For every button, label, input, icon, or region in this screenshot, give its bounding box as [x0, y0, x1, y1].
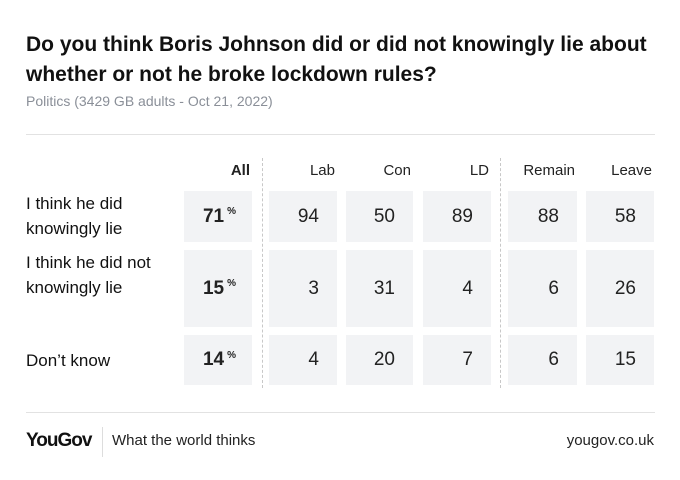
cell-value: 20 — [373, 349, 395, 370]
table-cell: 89 — [423, 191, 491, 242]
table-cell: 50 — [346, 191, 413, 242]
table-cell: 4 — [269, 335, 337, 385]
table-cell: 31 — [346, 250, 413, 327]
website-link[interactable]: yougov.co.uk — [566, 432, 654, 449]
column-header: Remain — [523, 162, 575, 179]
table-cell: 7 — [423, 335, 491, 385]
footer-separator — [102, 427, 103, 457]
column-header: Leave — [611, 162, 652, 179]
cell-value: 88 — [537, 205, 559, 227]
cell-value: 6 — [548, 349, 559, 370]
cell-value: 15 — [614, 349, 636, 370]
cell-value: 14 — [202, 349, 225, 370]
table-cell: 15% — [184, 250, 252, 327]
cell-value: 7 — [462, 349, 473, 370]
table-cell: 88 — [508, 191, 577, 242]
percent-sign: % — [227, 278, 236, 289]
cell-value: 4 — [462, 277, 473, 299]
table-cell: 15 — [586, 335, 654, 385]
table-cell: 58 — [586, 191, 654, 242]
cell-value: 6 — [548, 277, 559, 299]
cell-value: 26 — [614, 277, 636, 299]
column-divider — [262, 158, 263, 388]
cell-value: 50 — [373, 205, 395, 227]
divider — [26, 412, 655, 413]
cell-value: 94 — [297, 205, 319, 227]
table-cell: 6 — [508, 250, 577, 327]
row-label: I think he did knowingly lie — [26, 194, 123, 238]
table-cell: 3 — [269, 250, 337, 327]
row-label: Don’t know — [26, 351, 111, 370]
chart-title: Do you think Boris Johnson did or did no… — [26, 33, 647, 86]
cell-value: 15 — [202, 277, 225, 299]
tagline: What the world thinks — [112, 432, 256, 449]
cell-value: 31 — [373, 277, 395, 299]
table-cell: 94 — [269, 191, 337, 242]
chart-subtitle: Politics (3429 GB adults - Oct 21, 2022) — [26, 93, 273, 109]
cell-value: 89 — [451, 205, 473, 227]
cell-value: 71 — [202, 205, 225, 227]
divider — [26, 134, 655, 135]
column-header: Lab — [309, 162, 335, 179]
table-cell: 4 — [423, 250, 491, 327]
table-cell: 71% — [184, 191, 252, 242]
cell-value: 3 — [308, 277, 319, 299]
percent-sign: % — [227, 349, 236, 361]
cell-value: 4 — [308, 349, 319, 370]
table-cell: 14% — [184, 335, 252, 385]
column-divider — [500, 158, 501, 388]
table-cell: 26 — [586, 250, 654, 327]
yougov-logo: YouGov — [26, 430, 92, 451]
row-label: I think he did not knowingly lie — [26, 253, 151, 297]
table-cell: 6 — [508, 335, 577, 385]
percent-sign: % — [227, 206, 236, 217]
column-header: All — [230, 162, 250, 179]
column-header: Con — [383, 162, 411, 179]
column-header: LD — [469, 162, 489, 179]
cell-value: 58 — [614, 205, 636, 227]
table-cell: 20 — [346, 335, 413, 385]
